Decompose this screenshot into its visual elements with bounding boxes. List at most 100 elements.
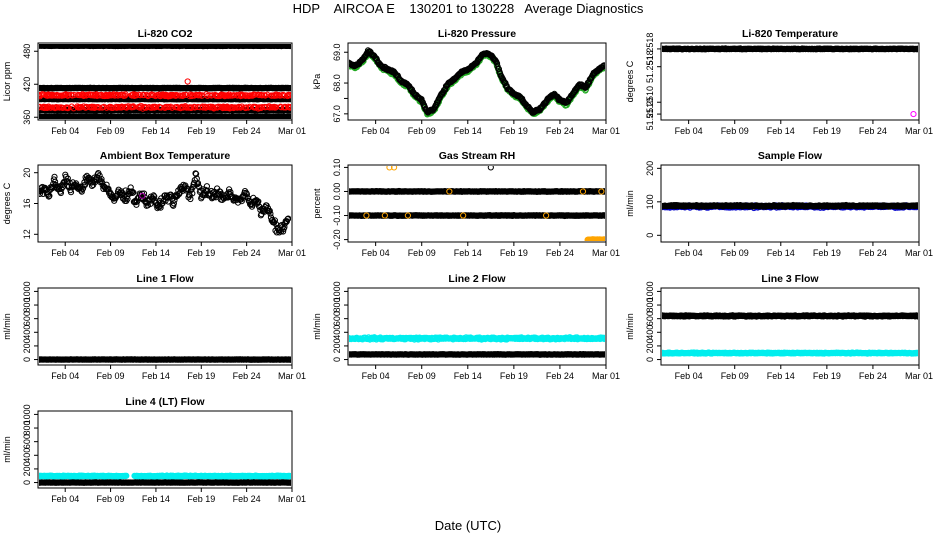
- x-tick-label: Mar 01: [278, 126, 306, 136]
- figure-title: HDP AIRCOA E 130201 to 130228 Average Di…: [292, 1, 644, 16]
- data-point: [601, 236, 605, 241]
- data-point: [193, 170, 200, 178]
- x-tick-label: Feb 19: [187, 126, 215, 136]
- data-point: [285, 215, 291, 222]
- data-point: [602, 188, 605, 195]
- panel-5: Gas Stream RHpercent-0.20-0.100.000.10Fe…: [312, 150, 620, 258]
- panel-title: Li-820 CO2: [138, 28, 193, 40]
- series-red-samples-a: [39, 91, 291, 100]
- data-point: [105, 185, 112, 192]
- data-point: [243, 191, 250, 198]
- outlier-point: [460, 212, 467, 219]
- data-layer: [662, 45, 918, 118]
- x-tick-label: Feb 04: [51, 126, 79, 136]
- y-tick-label: 51.2510: [645, 98, 655, 131]
- data-point: [278, 104, 285, 111]
- x-tick-label: Mar 01: [278, 248, 306, 258]
- x-tick-label: Feb 09: [97, 248, 125, 258]
- x-tick-label: Feb 14: [142, 248, 170, 258]
- series-band-361: [39, 113, 291, 119]
- x-tick-label: Feb 24: [546, 248, 574, 258]
- data-point: [189, 183, 196, 191]
- y-tick-label: 20: [22, 168, 32, 178]
- panel-title: Li-820 Temperature: [742, 28, 838, 40]
- data-point: [119, 104, 126, 111]
- data-point: [252, 91, 259, 98]
- data-point: [184, 186, 191, 193]
- y-tick-label: 51.2510: [645, 86, 655, 119]
- x-tick-label: Feb 14: [142, 126, 170, 136]
- outlier-point: [139, 192, 146, 199]
- y-tick-label: 360: [22, 110, 32, 125]
- data-point: [288, 103, 291, 110]
- data-point: [281, 92, 288, 99]
- data-point: [133, 201, 140, 208]
- panel-title: Ambient Box Temperature: [100, 150, 231, 162]
- x-tick-label: Feb 19: [813, 126, 841, 136]
- outlier-point: [446, 188, 453, 195]
- data-point: [80, 185, 87, 192]
- data-point: [130, 104, 137, 111]
- outlier-point: [910, 110, 917, 118]
- y-tick-label: 67.0: [332, 105, 342, 123]
- data-point: [180, 92, 187, 99]
- x-tick-label: Feb 04: [362, 126, 390, 136]
- data-point: [46, 192, 53, 199]
- data-point: [915, 45, 918, 53]
- data-point: [133, 92, 140, 99]
- data-point: [106, 189, 113, 196]
- data-point: [63, 178, 70, 185]
- y-axis-label: Licor ppm: [2, 62, 12, 102]
- y-axis-label: degrees C: [2, 182, 12, 224]
- series-band-490: [39, 44, 291, 50]
- data-point: [158, 104, 165, 111]
- data-point: [98, 176, 105, 183]
- plot-frame: [660, 42, 920, 121]
- data-point: [96, 104, 103, 111]
- data-point: [39, 190, 43, 197]
- x-tick-label: Feb 09: [408, 248, 436, 258]
- x-tick-label: Feb 09: [97, 126, 125, 136]
- series-rh-orange: [584, 236, 605, 241]
- data-point: [39, 92, 42, 99]
- x-tick-label: Feb 14: [454, 248, 482, 258]
- panel-title: Li-820 Pressure: [438, 28, 516, 40]
- outlier-point: [543, 212, 550, 219]
- series-rh-lower: [349, 212, 605, 220]
- data-point: [189, 190, 196, 197]
- data-point: [64, 92, 71, 99]
- data-point: [242, 104, 249, 112]
- x-tick-label: Feb 24: [233, 126, 261, 136]
- data-point: [173, 91, 180, 99]
- x-tick-label: Feb 19: [500, 248, 528, 258]
- data-point: [137, 92, 144, 99]
- x-tick-label: Feb 04: [51, 248, 79, 258]
- y-axis-label: kPa: [312, 74, 322, 90]
- outlier-point: [381, 212, 388, 219]
- data-point: [151, 193, 158, 200]
- data-point: [179, 103, 186, 111]
- data-point: [140, 92, 148, 99]
- data-point: [184, 185, 191, 192]
- series-band-413: [39, 84, 291, 92]
- series-ambient-black: [39, 170, 291, 236]
- x-tick-label: Feb 14: [767, 126, 795, 136]
- data-point: [288, 84, 291, 91]
- data-point: [599, 64, 605, 71]
- data-point: [167, 103, 174, 110]
- data-point: [194, 180, 202, 187]
- data-point: [203, 183, 210, 190]
- data-point: [288, 113, 291, 119]
- x-tick-label: Feb 14: [454, 126, 482, 136]
- y-tick-label: 480: [22, 44, 32, 59]
- data-point: [288, 44, 291, 49]
- data-point: [142, 104, 150, 111]
- data-point: [288, 96, 291, 103]
- y-tick-label: 68.0: [332, 74, 342, 92]
- data-point: [130, 189, 137, 196]
- x-tick-label: Feb 24: [859, 126, 887, 136]
- data-point: [231, 92, 238, 99]
